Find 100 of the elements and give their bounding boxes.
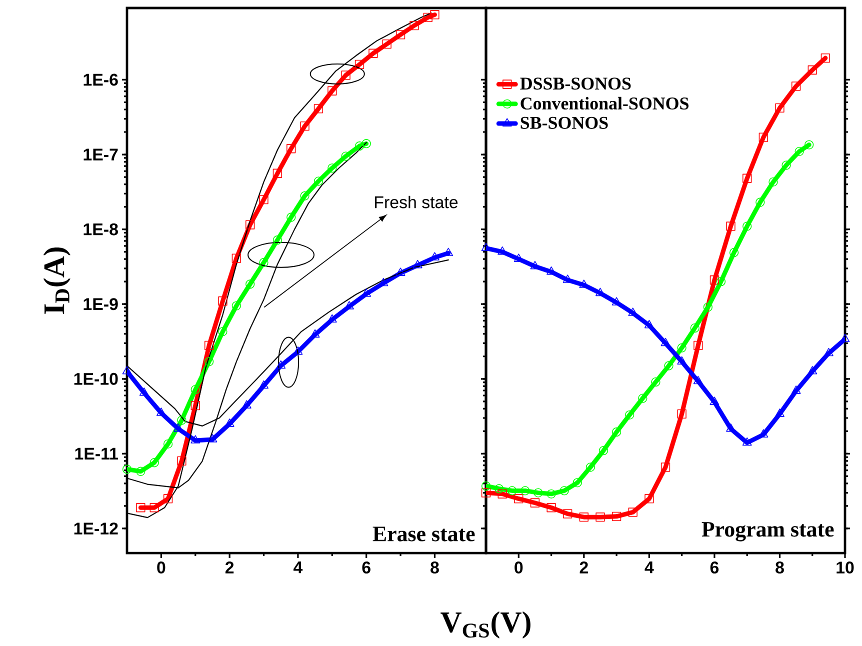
point [703,302,713,312]
point [677,356,687,365]
point [286,212,296,222]
point [300,191,310,200]
point [272,235,282,245]
point [775,103,784,112]
point [293,346,303,355]
point [328,86,337,96]
point [341,152,350,161]
point [808,65,817,75]
point [150,503,159,512]
point [534,488,543,498]
point [232,254,241,263]
point [328,163,337,173]
y-tick-label: 1E-8 [84,223,118,236]
point [190,400,200,410]
y-axis-title: I$_{D}$(A) [43,247,70,314]
x-tick-label: 8 [776,562,784,574]
point [300,122,310,131]
point [177,416,186,425]
point [410,20,419,30]
point [177,456,186,466]
point [820,53,830,63]
y-tick-label: 1E-11 [75,448,118,460]
point [259,380,268,389]
point [163,494,173,504]
point [660,462,670,472]
point [224,418,234,427]
point [742,222,752,231]
point [710,275,720,285]
y-tick-label: 1E-7 [84,148,118,160]
point [378,278,388,286]
point [840,334,850,342]
point [481,481,491,491]
point [327,314,337,323]
point [156,408,166,416]
point [716,277,726,286]
point [694,340,703,350]
legend-label: DSSB-SONOS [520,78,631,90]
annotation: Fresh state [375,196,458,208]
x-tick-label: 4 [293,562,303,574]
point [122,366,132,374]
point [644,320,654,328]
point [498,489,507,498]
point [677,343,686,352]
point [598,446,608,456]
point [791,82,801,91]
point [660,338,670,346]
point [150,458,159,468]
point [139,388,149,396]
point [824,348,834,356]
point [368,48,378,58]
point [729,248,739,258]
y-tick-label: 1E-6 [84,74,118,86]
point [677,409,686,419]
point [782,160,791,170]
point [520,486,530,496]
point [742,174,752,183]
x-axis-title: V$_{GS}$(V) [440,611,530,638]
point [190,435,200,444]
point [218,326,228,336]
point [276,360,286,369]
x-tick-label: 6 [710,562,719,574]
x-tick-label: 6 [362,562,370,574]
point [396,268,406,276]
point [163,439,173,449]
point [208,434,218,442]
point [246,220,255,230]
point [628,308,638,316]
x-tick-label: 8 [430,562,439,574]
point [560,486,569,496]
point [628,508,638,517]
point [481,488,491,498]
x-tick-label: 4 [644,562,654,574]
point [362,288,372,297]
point [586,462,596,472]
point [430,10,440,20]
point [612,512,622,521]
y-tick-label: 1E-12 [74,522,118,534]
point [791,386,801,394]
point [644,494,654,504]
point [204,357,214,366]
point [204,340,214,350]
point [259,258,268,268]
point [412,260,422,268]
legend-label: Conventional-SONOS [520,96,688,110]
point [362,139,371,148]
x-tick-label: 2 [580,562,588,574]
point [768,177,778,187]
point [122,464,132,474]
point [310,329,320,338]
y-tick-label: 1E-10 [74,372,118,385]
point [664,361,674,370]
point [341,70,350,80]
point [726,423,736,432]
point [396,30,406,40]
point [808,366,818,374]
point [259,194,268,204]
point [546,503,556,512]
point [354,141,364,151]
